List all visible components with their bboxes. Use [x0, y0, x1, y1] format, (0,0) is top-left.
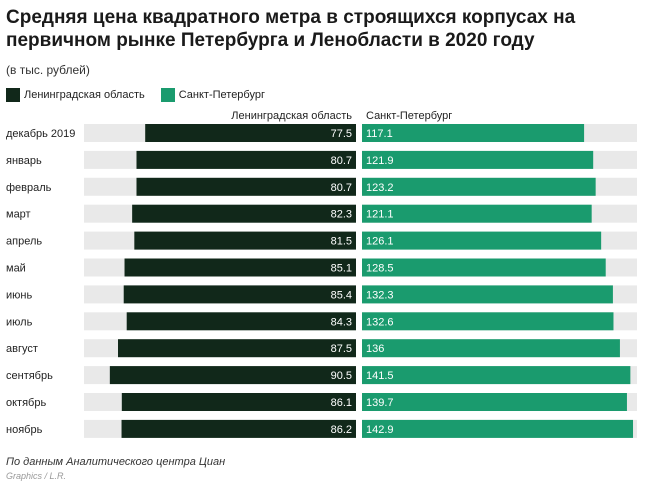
bar-spb — [362, 258, 606, 277]
category-label: июль — [6, 316, 33, 328]
value-label-lenoblast: 81.5 — [331, 236, 352, 248]
value-label-spb: 121.9 — [366, 155, 394, 167]
value-label-lenoblast: 80.7 — [331, 155, 352, 167]
value-label-spb: 123.2 — [366, 182, 394, 194]
bar-spb — [362, 150, 594, 169]
category-label: август — [6, 343, 38, 355]
bar-lenoblast — [132, 204, 356, 223]
category-label: ноябрь — [6, 424, 43, 436]
category-label: июнь — [6, 289, 32, 301]
value-label-spb: 136 — [366, 343, 384, 355]
value-label-lenoblast: 86.2 — [331, 424, 352, 436]
category-label: март — [6, 209, 31, 221]
bar-lenoblast — [136, 177, 356, 196]
bar-lenoblast — [118, 339, 356, 358]
bar-lenoblast — [121, 393, 356, 411]
chart-title: Средняя цена квадратного метра в строящи… — [6, 7, 576, 51]
legend-item-lenoblast: Ленинградская область — [6, 88, 145, 102]
value-label-lenoblast: 85.4 — [331, 289, 352, 301]
value-label-spb: 132.3 — [366, 289, 394, 301]
bar-chart: Ленинградская область Санкт-Петербург дека… — [6, 110, 637, 438]
value-label-spb: 121.1 — [366, 209, 394, 221]
category-label: декабрь 2019 — [6, 128, 75, 140]
source-note: По данным Аналитического центра Циан — [6, 456, 226, 468]
legend-label-spb: Санкт-Петербург — [178, 89, 265, 101]
legend-item-spb: Санкт-Петербург — [160, 88, 265, 102]
legend-label-lenoblast: Ленинградская область — [24, 89, 145, 101]
bar-lenoblast — [126, 312, 356, 331]
legend-swatch-spb — [160, 88, 175, 102]
bar-spb — [362, 312, 614, 331]
value-label-lenoblast: 84.3 — [331, 316, 352, 328]
category-label: октябрь — [6, 397, 46, 409]
bar-lenoblast — [123, 285, 356, 304]
bar-spb — [362, 339, 620, 358]
column-header-spb: Санкт-Петербург — [366, 110, 452, 122]
bar-spb — [362, 177, 596, 196]
bar-spb — [362, 419, 634, 438]
chart-subtitle: (в тыс. рублей) — [6, 63, 90, 77]
category-label: сентябрь — [6, 370, 53, 382]
legend-swatch-lenoblast — [6, 88, 20, 102]
value-label-spb: 142.9 — [366, 424, 394, 436]
value-label-lenoblast: 85.1 — [331, 263, 352, 275]
column-header-lenoblast: Ленинградская область — [231, 110, 352, 122]
value-label-spb: 141.5 — [366, 370, 394, 382]
bar-spb — [362, 285, 613, 304]
value-label-lenoblast: 80.7 — [331, 182, 352, 194]
bar-spb — [362, 204, 592, 223]
value-label-spb: 126.1 — [366, 236, 394, 248]
value-label-spb: 139.7 — [366, 397, 394, 409]
value-label-lenoblast: 90.5 — [331, 370, 352, 382]
bar-spb — [362, 231, 602, 250]
value-label-spb: 117.1 — [366, 128, 393, 140]
bar-lenoblast — [136, 150, 356, 169]
bar-spb — [362, 124, 585, 142]
bar-lenoblast — [109, 366, 356, 385]
credit-note: Graphics / L.R. — [6, 471, 67, 481]
bar-lenoblast — [134, 231, 356, 250]
bar-lenoblast — [145, 124, 356, 142]
value-label-spb: 132.6 — [366, 316, 394, 328]
value-label-spb: 128.5 — [366, 263, 394, 275]
bar-lenoblast — [121, 419, 356, 438]
category-label: май — [6, 263, 26, 275]
value-label-lenoblast: 77.5 — [331, 128, 352, 140]
category-label: январь — [6, 155, 42, 167]
value-label-lenoblast: 87.5 — [331, 343, 352, 355]
bar-spb — [362, 366, 631, 385]
value-label-lenoblast: 86.1 — [331, 397, 352, 409]
category-label: февраль — [6, 182, 52, 194]
bar-spb — [362, 393, 627, 411]
value-label-lenoblast: 82.3 — [331, 209, 352, 221]
bar-lenoblast — [124, 258, 356, 277]
legend: Ленинградская область Санкт-Петербург — [6, 87, 281, 103]
category-label: апрель — [6, 236, 42, 248]
